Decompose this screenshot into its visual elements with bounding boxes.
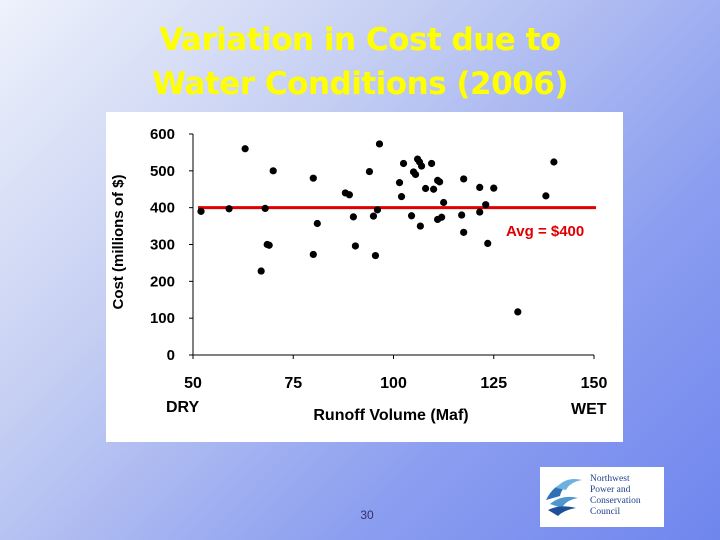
x-tick-label: 50 bbox=[184, 375, 202, 392]
x-tick-label: 75 bbox=[284, 375, 302, 392]
organization-logo: Northwest Power and Conservation Council bbox=[540, 467, 664, 527]
y-tick-labels: 0 100 200 300 400 500 600 bbox=[150, 126, 175, 364]
data-point bbox=[436, 178, 444, 186]
slide-title-line-2: Water Conditions (2006) bbox=[151, 66, 569, 102]
data-point bbox=[313, 219, 321, 228]
x-extreme-label-wet: WET bbox=[571, 401, 607, 418]
data-point bbox=[550, 158, 558, 166]
data-point bbox=[309, 174, 317, 182]
data-point bbox=[490, 184, 498, 192]
data-point bbox=[407, 212, 416, 220]
data-point bbox=[417, 162, 426, 170]
x-tick-label: 100 bbox=[380, 375, 407, 392]
x-axis-label: Runoff Volume (Maf) bbox=[313, 407, 468, 424]
data-point bbox=[438, 213, 446, 221]
data-point bbox=[261, 204, 269, 213]
data-point bbox=[542, 192, 550, 200]
data-point bbox=[257, 267, 265, 275]
y-axis-label: Cost (millions of $) bbox=[110, 174, 127, 309]
data-point bbox=[460, 175, 468, 183]
y-tick-label: 100 bbox=[150, 310, 175, 327]
data-point bbox=[225, 205, 233, 213]
data-point bbox=[349, 213, 357, 221]
x-tick-label: 125 bbox=[480, 375, 507, 392]
data-point bbox=[416, 222, 424, 230]
y-tick-label: 600 bbox=[150, 126, 175, 143]
x-tick-label: 150 bbox=[581, 375, 608, 392]
logo-wordmark: Northwest Power and Conservation Council bbox=[590, 474, 664, 518]
data-point bbox=[397, 193, 406, 201]
data-point bbox=[371, 251, 380, 260]
fish-waves-logo-icon bbox=[546, 479, 582, 516]
data-point bbox=[197, 207, 205, 215]
logo-line: Conservation bbox=[590, 496, 641, 506]
scatter-chart: 0 100 200 300 400 500 600 50 75 100 125 150 Avg = … bbox=[110, 126, 607, 424]
data-point bbox=[351, 242, 360, 250]
page-number: 30 bbox=[360, 508, 374, 522]
data-point bbox=[395, 179, 404, 187]
data-point bbox=[460, 228, 468, 236]
y-tick-label: 300 bbox=[150, 237, 175, 254]
data-point bbox=[399, 159, 408, 168]
y-tick-label: 0 bbox=[167, 347, 175, 364]
logo-line: Council bbox=[590, 507, 621, 517]
chart-panel: 0 100 200 300 400 500 600 50 75 100 125 150 Avg = … bbox=[106, 112, 623, 442]
data-point bbox=[269, 167, 277, 175]
data-point bbox=[430, 185, 438, 193]
logo-line: Northwest bbox=[590, 474, 630, 484]
y-tick-label: 400 bbox=[150, 200, 175, 217]
data-point bbox=[421, 184, 430, 193]
logo-line: Power and bbox=[590, 485, 631, 495]
x-tick-labels: 50 75 100 125 150 bbox=[184, 375, 607, 392]
axis-ticks bbox=[189, 133, 595, 359]
data-point bbox=[375, 140, 384, 148]
x-extreme-label-dry: DRY bbox=[166, 399, 200, 416]
data-point bbox=[369, 212, 378, 220]
data-point bbox=[365, 167, 374, 176]
data-point bbox=[373, 206, 382, 214]
data-point bbox=[484, 239, 492, 247]
average-label: Avg = $400 bbox=[506, 223, 584, 240]
slide-title-line-1: Variation in Cost due to bbox=[159, 22, 561, 58]
slide-title: Variation in Cost due to Water Condition… bbox=[150, 18, 570, 106]
data-point bbox=[458, 211, 466, 219]
data-point bbox=[482, 201, 490, 209]
data-point bbox=[265, 241, 273, 249]
data-point bbox=[345, 191, 353, 199]
data-points bbox=[197, 140, 558, 316]
data-point bbox=[476, 208, 484, 216]
data-point bbox=[514, 308, 522, 316]
data-point bbox=[309, 250, 317, 259]
y-tick-label: 500 bbox=[150, 163, 175, 180]
data-point bbox=[476, 183, 484, 192]
data-point bbox=[427, 159, 436, 168]
data-point bbox=[241, 145, 249, 153]
data-point bbox=[411, 170, 420, 179]
y-tick-label: 200 bbox=[150, 273, 175, 290]
data-point bbox=[440, 198, 448, 207]
chart-axes bbox=[192, 134, 594, 356]
